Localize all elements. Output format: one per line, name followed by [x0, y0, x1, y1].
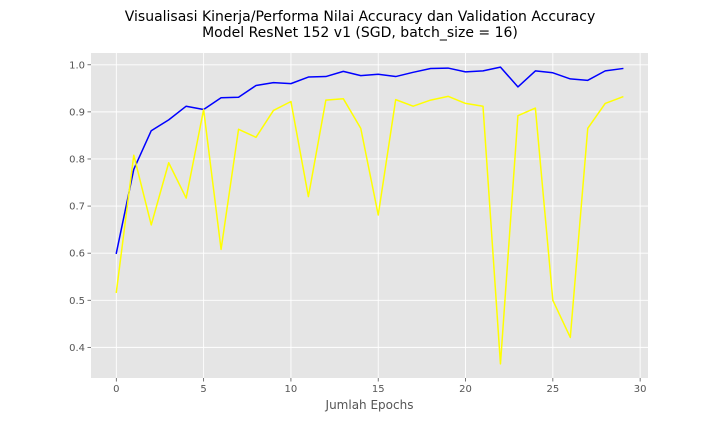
- y-tick-label: 0.9: [69, 107, 85, 118]
- y-tick-label: 0.6: [69, 249, 85, 260]
- series-line-blue: [115, 66, 624, 255]
- x-tick-label: 15: [372, 384, 385, 395]
- chart-title-line1: Visualisasi Kinerja/Performa Nilai Accur…: [124, 9, 596, 25]
- series-line-yellow: [115, 95, 624, 365]
- x-tick-label: 25: [546, 384, 559, 395]
- x-axis-label: Jumlah Epochs: [325, 398, 414, 412]
- grid-lines: [91, 53, 648, 378]
- y-tick-label: 0.8: [69, 154, 85, 165]
- x-tick-label: 5: [200, 384, 206, 395]
- chart-title-line2: Model ResNet 152 v1 (SGD, batch_size = 1…: [202, 25, 518, 41]
- y-tick-label: 1.0: [69, 60, 85, 71]
- y-tick-label: 0.7: [69, 202, 85, 213]
- x-axis: 0 5 10 15 20 25 30: [113, 378, 647, 395]
- series-lines: [115, 66, 624, 365]
- plot-area: [91, 53, 648, 378]
- x-tick-label: 30: [634, 384, 647, 395]
- y-tick-label: 0.5: [69, 296, 85, 307]
- x-tick-label: 10: [285, 384, 298, 395]
- y-tick-label: 0.4: [69, 343, 85, 354]
- y-axis: 0.4 0.5 0.6 0.7 0.8 0.9 1.0: [69, 60, 91, 354]
- x-tick-label: 0: [113, 384, 119, 395]
- x-tick-label: 20: [459, 384, 472, 395]
